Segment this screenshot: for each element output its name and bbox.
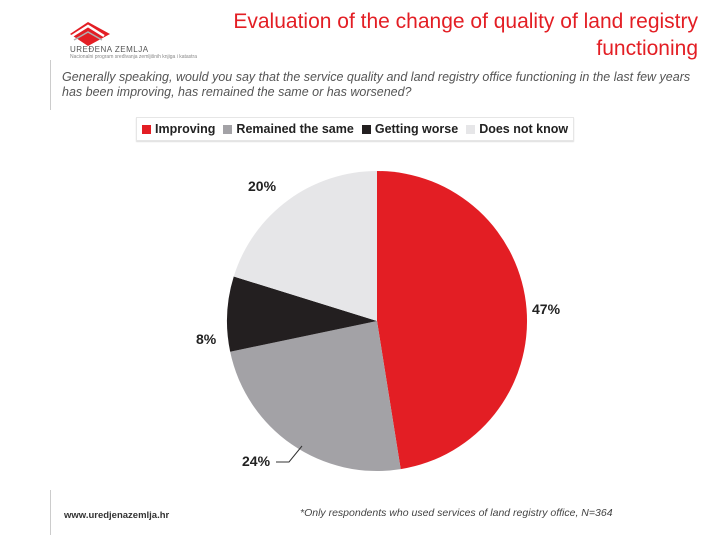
legend-label-worse: Getting worse bbox=[374, 122, 459, 136]
legend-swatch-worse bbox=[361, 124, 371, 134]
data-label-remained: 24% bbox=[242, 453, 271, 469]
data-label-unknown: 20% bbox=[248, 178, 277, 194]
legend-label-unknown: Does not know bbox=[479, 122, 569, 136]
pie-slice-improving bbox=[377, 171, 528, 470]
logo bbox=[70, 22, 110, 46]
legend-item-improving: Improving bbox=[142, 122, 215, 136]
legend-swatch-unknown bbox=[466, 124, 476, 134]
footer-divider bbox=[50, 490, 51, 535]
footer-note: *Only respondents who used services of l… bbox=[300, 507, 613, 519]
survey-question: Generally speaking, would you say that t… bbox=[62, 70, 691, 99]
logo-tagline: Nacionalni program sređivanja zemljišnih… bbox=[70, 54, 198, 60]
footer-website: www.uredjenazemlja.hr bbox=[64, 510, 170, 521]
data-label-worse: 8% bbox=[196, 331, 217, 347]
data-label-improving: 47% bbox=[532, 301, 561, 317]
leader-line-remained bbox=[276, 445, 303, 463]
pie-slice-remained bbox=[230, 321, 401, 472]
legend-label-remained: Remained the same bbox=[236, 122, 354, 136]
legend-item-remained: Remained the same bbox=[223, 122, 354, 136]
header-divider bbox=[50, 60, 51, 110]
legend-item-worse: Getting worse bbox=[361, 122, 459, 136]
legend-swatch-improving bbox=[142, 124, 151, 134]
logo-name: UREĐENA ZEMLJA bbox=[70, 45, 149, 54]
page-title: Evaluation of the change of quality of l… bbox=[233, 10, 698, 60]
chart-legend: Improving Remained the same Getting wors… bbox=[136, 117, 575, 141]
legend-swatch-remained bbox=[223, 124, 233, 134]
legend-item-unknown: Does not know bbox=[466, 122, 568, 136]
legend-label-improving: Improving bbox=[155, 122, 216, 136]
pie-slice-unknown bbox=[233, 171, 377, 321]
pie-slice-worse bbox=[226, 276, 377, 352]
